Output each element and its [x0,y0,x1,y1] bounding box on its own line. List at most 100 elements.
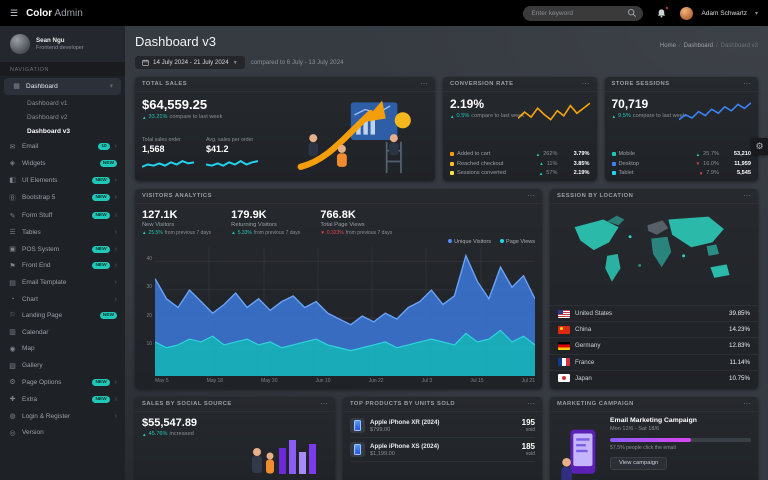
country-row[interactable]: Japan 10.75% [550,369,758,386]
brand-logo[interactable]: Color Admin [26,8,83,19]
sidebar-item-version[interactable]: ◎ Version [0,424,125,441]
sidebar-item-label: Login & Register [22,412,71,420]
sub-item-label: Dashboard v3 [27,127,70,135]
bullet-icon [611,152,616,156]
user-menu[interactable]: Adam Schwartz [701,9,747,17]
social-sales-change: ▲ 45.76% increased [142,431,328,437]
campaign-info: Email Marketing Campaign Mon 12/6 - Sat … [610,417,751,480]
card-menu-icon[interactable]: ⋯ [420,79,428,88]
metric-value: 3.79% [573,151,590,157]
sidebar-item-landing-page[interactable]: ⚐ Landing Page NEW [0,307,125,324]
sidebar-item-label: Bootstrap 5 [22,194,56,202]
marketing-campaign-card: MARKETING CAMPAIGN ⋯ Email Marketing Camp… [550,397,758,480]
country-row[interactable]: Germany 12.83% [550,337,758,353]
sidebar-item-tables[interactable]: ☰ Tables › [0,224,125,241]
sub-item-label: Dashboard v1 [27,100,68,108]
sidebar-item-ui-elements[interactable]: ◧ UI Elements NEW › [0,172,125,189]
sessions-line-chart [679,98,751,126]
metric-pct: 25.7% [703,151,719,157]
sidebar-item-widgets[interactable]: ◈ Widgets NEW [0,155,125,172]
sidebar-item-label: Page Options [22,378,62,386]
card-title: MARKETING CAMPAIGN [557,401,634,407]
profile-name: Sean Ngu [36,37,65,44]
sidebar-item-dashboard-v1[interactable]: Dashboard v1 [0,97,125,111]
sidebar-profile[interactable]: Sean Ngu Frontend developer [0,26,125,62]
search-input[interactable] [523,5,644,21]
bullet-icon [611,161,616,166]
card-menu-icon[interactable]: ⋯ [527,191,535,200]
sidebar-item-calendar[interactable]: ▥ Calendar [0,324,125,341]
calendar-icon [142,59,149,66]
country-row[interactable]: China 14.23% [550,321,758,337]
sidebar-item-dashboard-v2[interactable]: Dashboard v2 [0,111,125,125]
page-title: Dashboard v3 [135,34,216,49]
bullet-icon [611,171,616,175]
notification-badge [664,5,670,10]
card-title: SESSION BY LOCATION [557,193,634,199]
date-range-picker[interactable]: 14 July 2024 - 21 July 2024 ▼ [135,56,245,69]
card-menu-icon[interactable]: ⋯ [320,399,328,408]
card-menu-icon[interactable]: ⋯ [581,79,590,88]
chart-legend: Unique Visitors Page Views [142,238,535,245]
search-icon[interactable] [627,8,637,18]
card-menu-icon[interactable]: ⋯ [743,399,751,408]
sidebar-item-bootstrap5[interactable]: Ⓑ Bootstrap 5 NEW › [0,188,125,207]
stat-value: 766.8K [320,209,356,221]
breadcrumb-dashboard[interactable]: Dashboard [683,43,713,49]
sidebar-item-login-register[interactable]: ◍ Login & Register › [0,408,125,425]
country-share: 12.83% [729,342,750,350]
country-row[interactable]: United States 39.85% [550,305,758,321]
card-title: TOTAL SALES [142,81,188,87]
sidebar-item-front-end[interactable]: ⚑ Front End NEW › [0,258,125,275]
card-menu-icon[interactable]: ⋯ [743,79,751,88]
sidebar-item-email-template[interactable]: ▤ Email Template › [0,274,125,291]
count-badge: 10 [98,143,110,151]
card-menu-icon[interactable]: ⋯ [527,399,535,408]
theme-settings-button[interactable]: ⚙ [751,138,768,155]
sidebar-item-label: POS System [22,245,60,253]
sidebar-item-label: Chart [22,295,38,303]
sidebar-item-chart[interactable]: ◔ Chart › [0,291,125,307]
bullet-icon [450,152,454,156]
metric-pct: 262% [543,151,558,157]
arrow-up-icon: ▲ [695,151,701,157]
card-menu-icon[interactable]: ⋯ [743,191,751,200]
sidebar-item-label: Front End [22,262,51,270]
sidebar-item-map[interactable]: ◉ Map [0,341,125,358]
sidebar-item-form-stuff[interactable]: ✎ Form Stuff NEW › [0,207,125,224]
new-badge: NEW [92,176,110,184]
breadcrumb-home[interactable]: Home [659,43,676,49]
sidebar-item-page-options[interactable]: ⚙ Page Options NEW › [0,374,125,391]
sidebar-item-label: Widgets [22,159,46,167]
metric-label: Desktop [618,160,640,167]
sidebar-item-dashboard-v3[interactable]: Dashboard v3 [0,124,125,138]
product-row[interactable]: Apple iPhone XR (2024) $799.00 195 sold [350,414,535,438]
sidebar-item-extra[interactable]: ✚ Extra NEW › [0,391,125,408]
metric-row: Added to cart ▲ 262% 3.79% [450,151,590,157]
metric-value: 2.19% [573,170,590,176]
stat-value: $41.2 [206,144,229,154]
sales-illustration [288,97,428,174]
country-row[interactable]: France 11.14% [550,353,758,370]
country-name: China [575,326,592,334]
legend-unique-visitors: Unique Visitors [448,238,491,245]
sidebar-item-dashboard[interactable]: ▦ Dashboard ▾ [4,78,121,95]
view-campaign-button[interactable]: View campaign [610,456,668,470]
social-sales-value: $55,547.89 [142,417,198,429]
metric-label: Reached checkout [457,160,504,167]
product-row[interactable]: Apple iPhone XS (2024) $1,199.00 185 sold [350,438,535,462]
visitors-analytics-card: VISITORS ANALYTICS ⋯ 127.1K New Visitors … [135,189,542,389]
sidebar-item-label: Map [22,345,35,353]
sidebar-item-label: Email Template [22,279,67,287]
campaign-dates: Mon 12/6 - Sat 18/6 [610,425,660,432]
sidebar-item-gallery[interactable]: ▧ Gallery [0,357,125,374]
metric-label: Mobile [618,151,635,157]
user-avatar[interactable] [680,6,694,20]
hamburger-icon[interactable]: ☰ [10,7,19,18]
sidebar-item-label: Version [22,429,44,437]
notifications-button[interactable] [656,5,670,19]
sidebar-item-pos-system[interactable]: ▣ POS System NEW › [0,241,125,258]
campaign-progress-fill [610,437,692,442]
stat-sales-order: Total sales order 1,568 [142,137,194,174]
sidebar-item-email[interactable]: ✉ Email 10 › [0,138,125,155]
